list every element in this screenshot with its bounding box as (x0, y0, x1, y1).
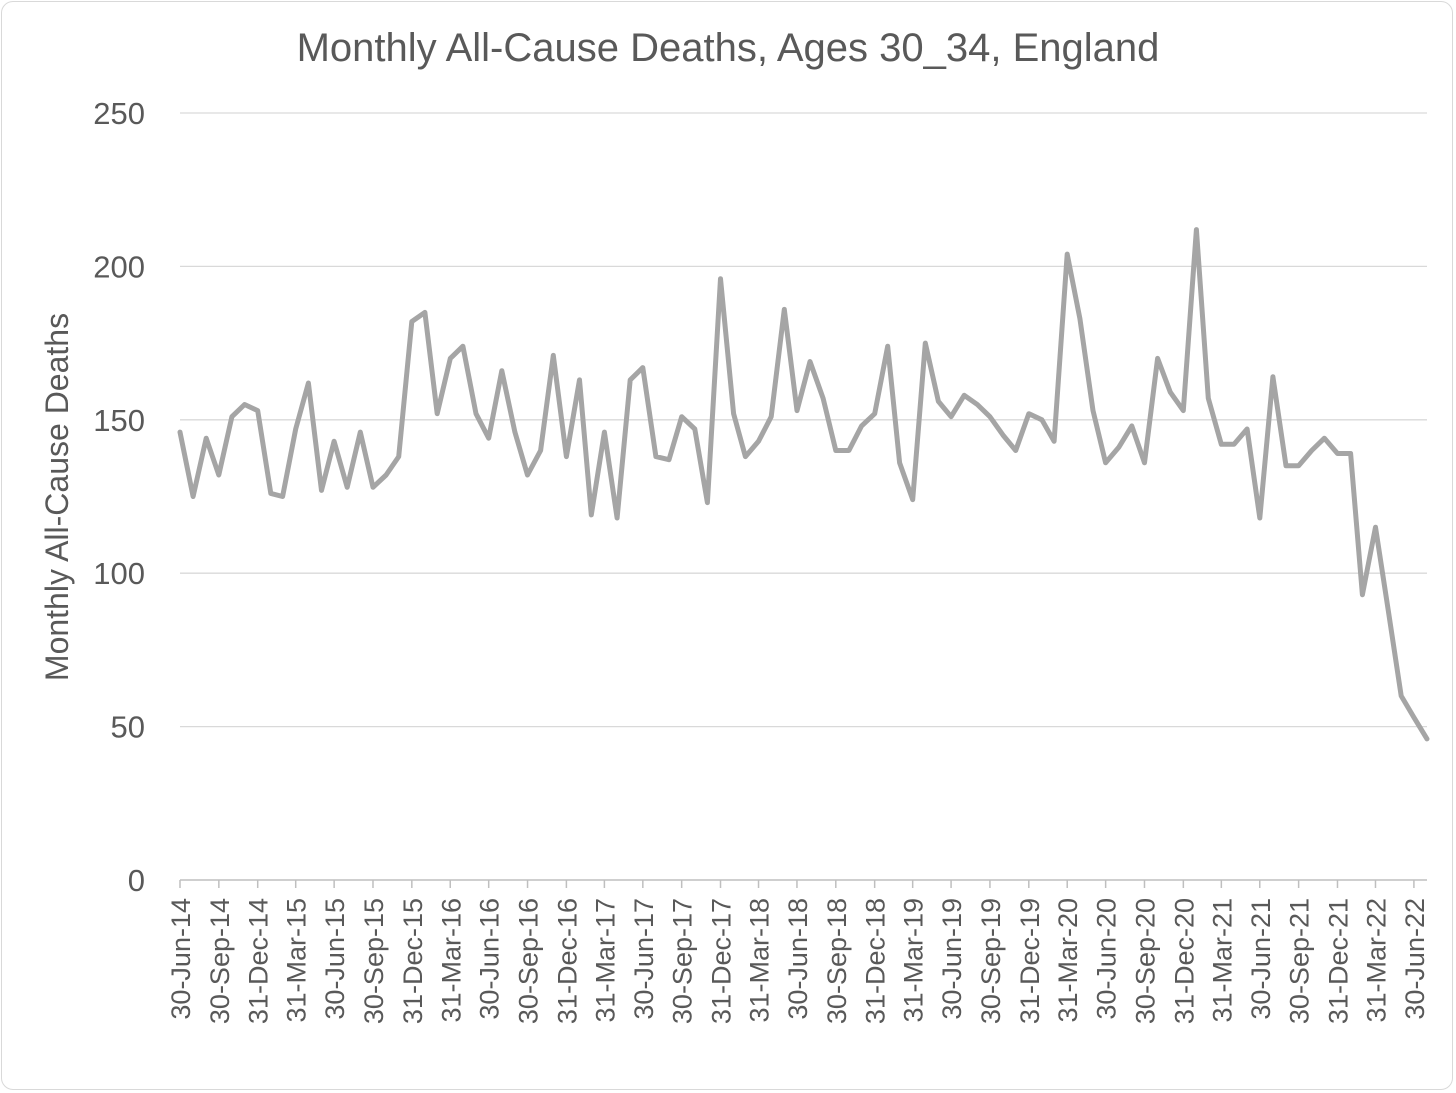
x-tick-labels: 30-Jun-14 30-Sep-14 31-Dec-14 31-Mar-15 30-J… (166, 898, 1430, 1024)
x-tick-label: 30-Sep-18 (822, 898, 852, 1024)
y-axis-label: Monthly All-Cause Deaths (39, 313, 75, 681)
x-tick-label: 30-Jun-18 (783, 898, 813, 1020)
x-tick-label: 30-Jun-15 (320, 898, 350, 1020)
x-tick-label: 31-Dec-15 (398, 898, 428, 1024)
x-tick-label: 30-Jun-21 (1246, 898, 1276, 1020)
x-tick-label: 31-Dec-20 (1169, 898, 1199, 1024)
y-tick-label: 250 (93, 96, 145, 131)
x-tick-label: 31-Dec-18 (861, 898, 891, 1024)
x-tick-label: 30-Sep-15 (359, 898, 389, 1024)
x-tick-label: 31-Mar-21 (1207, 898, 1237, 1023)
x-tick-label: 31-Mar-19 (899, 898, 929, 1023)
y-tick-label: 150 (93, 403, 145, 438)
series-layer (177, 227, 1430, 742)
y-tick-label: 0 (128, 863, 145, 898)
x-tick-label: 30-Jun-14 (166, 898, 196, 1020)
x-tick-label: 30-Sep-14 (205, 898, 235, 1024)
x-tick-label: 31-Dec-16 (552, 898, 582, 1024)
x-tick-label: 30-Sep-17 (668, 898, 698, 1024)
y-tick-label: 50 (111, 710, 145, 745)
x-tick-label: 30-Jun-19 (937, 898, 967, 1020)
x-tick-label: 30-Sep-21 (1285, 898, 1315, 1024)
y-tick-label: 200 (93, 249, 145, 284)
x-axis (179, 879, 1427, 888)
x-tick-label: 30-Sep-19 (976, 898, 1006, 1024)
x-tick-label: 31-Dec-21 (1323, 898, 1353, 1024)
x-tick-label: 31-Dec-14 (244, 898, 274, 1024)
x-tick-label: 31-Mar-18 (745, 898, 775, 1023)
series-line-1 (177, 227, 1430, 742)
x-tick-label: 30-Jun-17 (629, 898, 659, 1020)
y-tick-labels: 0 50 100 150 200 250 (93, 96, 145, 898)
x-tick-label: 31-Dec-17 (707, 898, 737, 1024)
x-tick-label: 30-Sep-16 (514, 898, 544, 1024)
chart-title: Monthly All-Cause Deaths, Ages 30_34, En… (297, 26, 1160, 70)
x-tick-label: 30-Jun-22 (1400, 898, 1430, 1020)
x-tick-label: 30-Jun-16 (475, 898, 505, 1020)
x-tick-label: 31-Dec-19 (1015, 898, 1045, 1024)
gridlines (180, 112, 1427, 728)
x-tick-label: 31-Mar-20 (1053, 898, 1083, 1023)
y-tick-label: 100 (93, 556, 145, 591)
x-tick-label: 30-Sep-20 (1130, 898, 1160, 1024)
x-tick-label: 30-Jun-20 (1092, 898, 1122, 1020)
x-tick-label: 31-Mar-15 (282, 898, 312, 1023)
x-tick-label: 31-Mar-16 (436, 898, 466, 1023)
x-tick-label: 31-Mar-17 (590, 898, 620, 1023)
x-tick-label: 31-Mar-22 (1361, 898, 1391, 1023)
